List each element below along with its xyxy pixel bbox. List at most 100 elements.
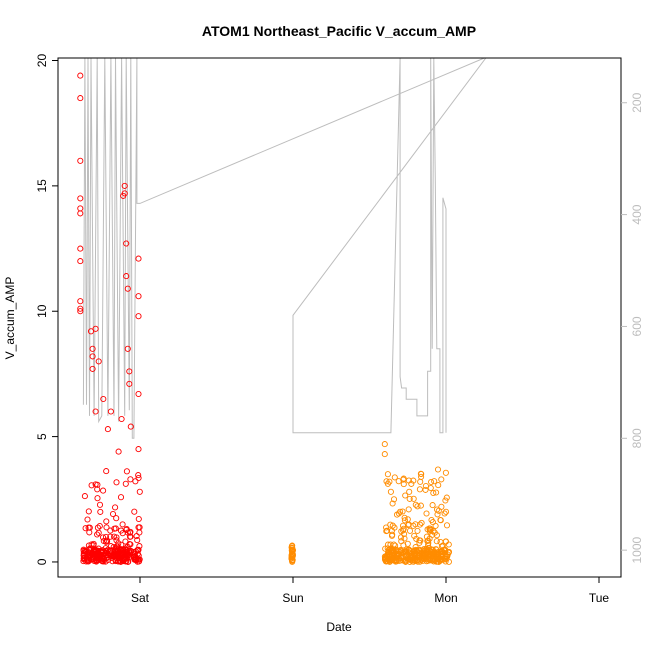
data-point (417, 502, 424, 509)
data-point (396, 557, 403, 564)
data-point (135, 546, 142, 553)
data-point (77, 210, 84, 217)
data-point (430, 552, 437, 559)
data-point (444, 551, 451, 558)
data-point (442, 469, 449, 476)
y2-tick-label: 600 (630, 316, 644, 336)
data-point (432, 522, 439, 529)
data-point (94, 531, 101, 538)
data-point (416, 546, 423, 553)
data-point (113, 515, 120, 522)
data-point (395, 478, 402, 485)
data-point (115, 540, 122, 547)
data-point (381, 451, 388, 458)
data-point (395, 510, 402, 517)
data-point (442, 497, 449, 504)
data-point (90, 540, 97, 547)
data-point (437, 517, 444, 524)
data-point (383, 524, 390, 531)
data-point (93, 558, 100, 565)
data-point (77, 305, 84, 312)
data-point (89, 345, 96, 352)
data-point (398, 538, 405, 545)
x-tick-label: Tue (589, 591, 610, 605)
data-point (84, 516, 91, 523)
data-point (92, 408, 99, 415)
data-point (390, 496, 398, 503)
data-point (124, 551, 131, 558)
data-point (135, 255, 142, 262)
data-point (97, 508, 104, 515)
data-point (437, 548, 444, 555)
y2-tick-label: 800 (630, 428, 644, 448)
data-point (418, 470, 425, 478)
data-point (113, 537, 120, 544)
data-point (111, 550, 118, 557)
scatter-series-1 (77, 72, 143, 565)
data-point (112, 504, 119, 511)
data-point (77, 298, 84, 305)
data-point (99, 557, 106, 565)
data-point (402, 492, 409, 499)
data-point (387, 541, 394, 548)
data-point (389, 531, 396, 538)
data-point (131, 508, 138, 515)
data-point (433, 538, 440, 545)
data-point (123, 273, 130, 280)
data-point (102, 558, 109, 565)
data-point (423, 510, 430, 517)
data-point (108, 552, 115, 559)
data-point (111, 525, 118, 532)
data-point (414, 503, 421, 510)
data-point (416, 537, 423, 544)
data-point (89, 365, 96, 372)
x-tick-label: Sun (282, 591, 303, 605)
data-point (443, 522, 451, 529)
data-point (80, 558, 87, 565)
y2-tick-label: 1000 (630, 536, 644, 563)
data-point (397, 508, 404, 515)
data-point (84, 553, 91, 560)
data-point (430, 489, 437, 497)
data-point (103, 524, 110, 531)
data-point (438, 503, 445, 510)
data-point (423, 533, 430, 540)
data-point (87, 553, 94, 560)
data-point (430, 550, 437, 557)
data-point (393, 558, 400, 565)
data-point (401, 517, 408, 524)
x-axis-label: Date (326, 620, 352, 634)
data-point (422, 486, 429, 493)
data-point (113, 479, 120, 486)
data-point (412, 521, 419, 528)
data-point (383, 478, 390, 485)
data-point (405, 477, 412, 484)
data-point (119, 521, 126, 528)
data-point (133, 557, 140, 564)
data-point (393, 554, 400, 561)
data-point (385, 556, 392, 563)
data-point (104, 538, 111, 545)
data-point (100, 487, 107, 494)
data-point (85, 524, 92, 531)
data-point (77, 72, 84, 79)
y-tick-label: 15 (35, 179, 49, 193)
data-point (411, 532, 418, 539)
data-point (135, 474, 142, 482)
data-point (414, 527, 421, 534)
data-point (96, 501, 104, 508)
y2-tick-label: 400 (630, 204, 644, 224)
data-point (114, 558, 121, 565)
data-point (123, 555, 130, 562)
y-tick-label: 20 (35, 54, 49, 68)
data-point (405, 506, 412, 513)
data-point (433, 532, 440, 539)
data-point (425, 537, 432, 544)
data-point (103, 468, 110, 475)
data-point (127, 476, 134, 483)
data-point (88, 482, 95, 489)
data-point (77, 195, 84, 202)
data-point (413, 547, 420, 554)
data-point (81, 493, 88, 500)
